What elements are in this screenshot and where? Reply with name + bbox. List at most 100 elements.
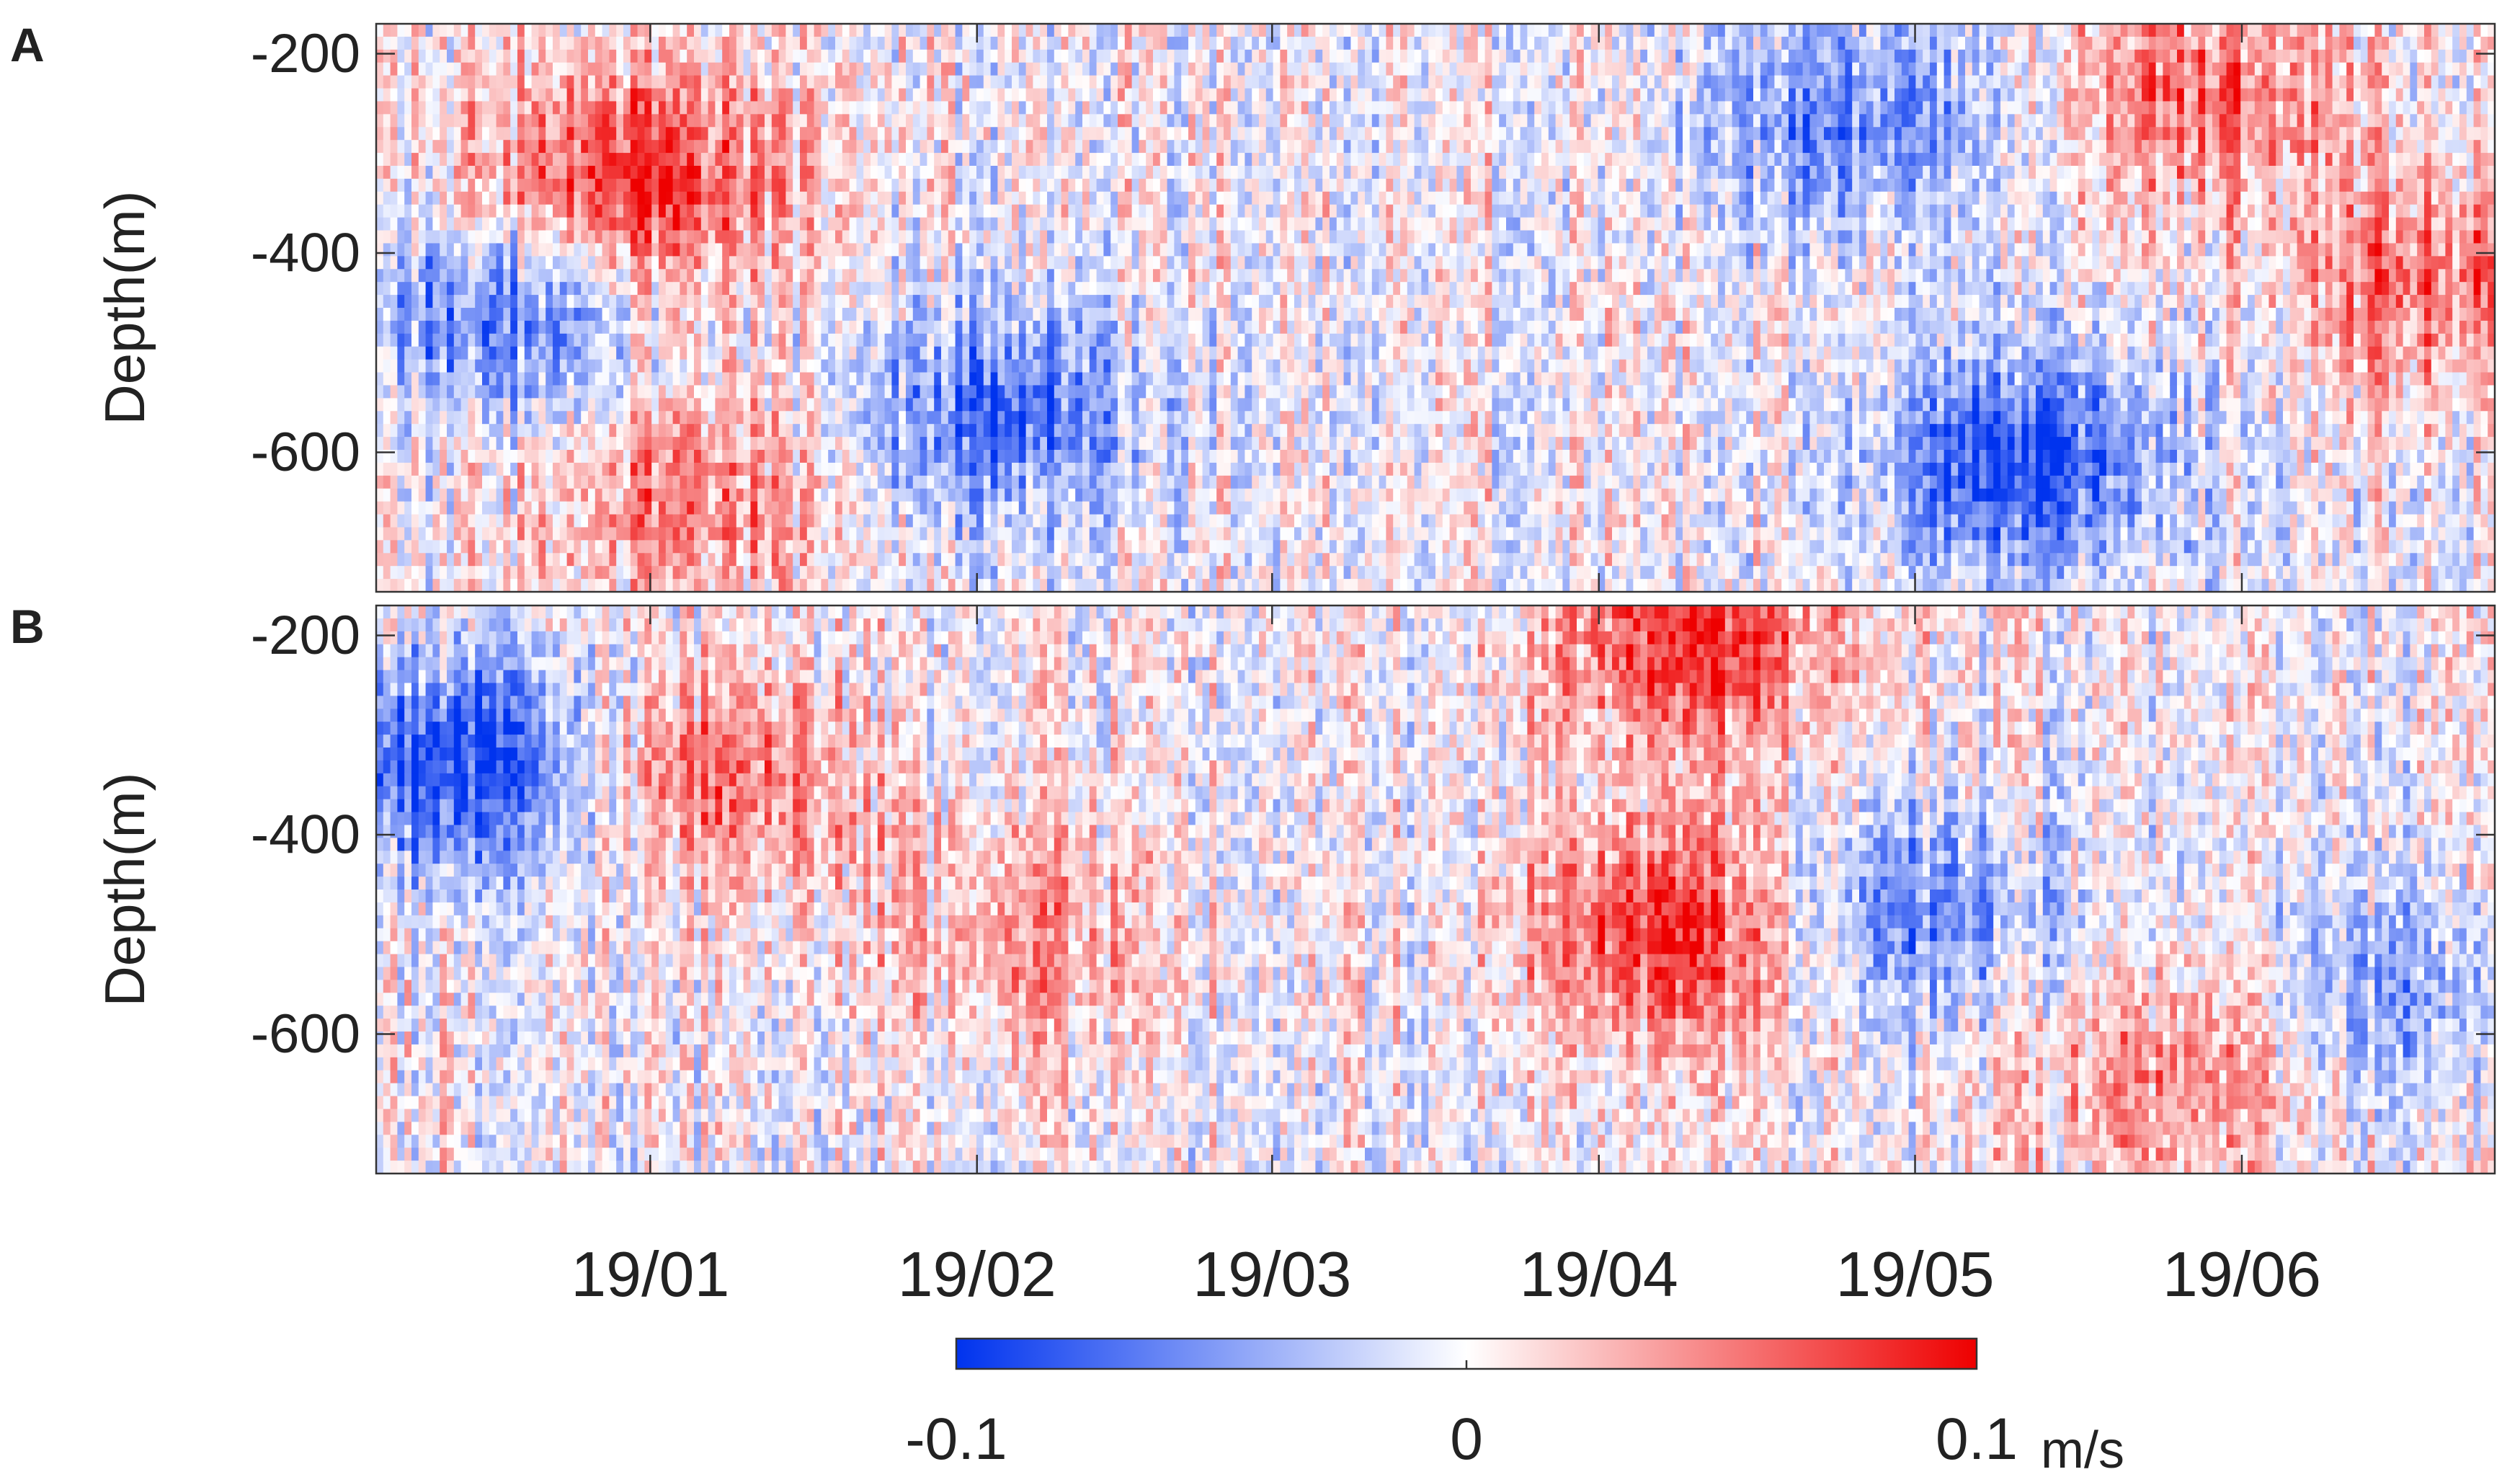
heatmap-cell [877, 230, 886, 244]
heatmap-cell [1146, 385, 1154, 399]
heatmap-cell [672, 49, 680, 63]
heatmap-cell [912, 217, 921, 231]
heatmap-cell [1139, 346, 1147, 360]
heatmap-cell [665, 75, 674, 89]
heatmap-cell [503, 114, 511, 128]
heatmap-cell [821, 204, 829, 218]
heatmap-cell [630, 553, 638, 567]
heatmap-cell [1159, 49, 1168, 63]
heatmap-cell [694, 24, 702, 37]
heatmap-cell [969, 114, 977, 128]
heatmap-cell [976, 462, 984, 476]
heatmap-cell [630, 140, 638, 154]
heatmap-cell [588, 320, 596, 334]
heatmap-cell [800, 256, 808, 270]
heatmap-cell [1061, 566, 1069, 580]
heatmap-cell [1005, 411, 1012, 425]
heatmap-cell [1025, 88, 1033, 102]
heatmap-cell [376, 359, 384, 373]
heatmap-cell [793, 204, 801, 218]
heatmap-cell [460, 359, 468, 373]
heatmap-cell [517, 488, 525, 502]
heatmap-cell [969, 217, 977, 231]
heatmap-cell [475, 514, 483, 528]
heatmap-cell [1047, 88, 1055, 102]
heatmap-cell [983, 527, 992, 541]
heatmap-cell [806, 501, 815, 515]
heatmap-cell [871, 372, 878, 386]
heatmap-cell [489, 217, 497, 231]
heatmap-cell [955, 579, 963, 592]
heatmap-cell [750, 24, 758, 37]
heatmap-cell [665, 320, 674, 334]
heatmap-cell [425, 153, 433, 167]
heatmap-cell [750, 333, 758, 347]
heatmap-cell [680, 282, 687, 296]
heatmap-cell [715, 36, 723, 50]
heatmap-cell [891, 204, 899, 218]
heatmap-cell [680, 140, 687, 154]
heatmap-cell [736, 333, 744, 347]
heatmap-cell [383, 462, 391, 476]
heatmap-cell [856, 75, 864, 89]
heatmap-cell [659, 320, 667, 334]
heatmap-cell [715, 333, 723, 347]
heatmap-cell [1082, 450, 1090, 463]
heatmap-cell [750, 424, 758, 438]
heatmap-cell [1103, 140, 1111, 154]
heatmap-cell [559, 114, 568, 128]
heatmap-cell [1167, 269, 1175, 283]
heatmap-cell [595, 153, 603, 167]
heatmap-cell [566, 101, 574, 115]
heatmap-cell [432, 49, 440, 63]
heatmap-cell [715, 191, 723, 205]
heatmap-cell [1118, 166, 1126, 179]
heatmap-cell [1103, 579, 1111, 592]
heatmap-cell [489, 359, 497, 373]
heatmap-cell [1089, 359, 1098, 373]
heatmap-cell [510, 127, 518, 141]
heatmap-cell [644, 514, 652, 528]
heatmap-cell [496, 243, 504, 257]
heatmap-cell [785, 475, 793, 489]
heatmap-cell [962, 462, 970, 476]
heatmap-cell [1012, 359, 1020, 373]
heatmap-cell [630, 488, 638, 502]
heatmap-cell [588, 540, 596, 554]
heatmap-cell [383, 114, 391, 128]
heatmap-cell [546, 475, 553, 489]
heatmap-cell [1089, 269, 1098, 283]
heatmap-cell [447, 230, 455, 244]
heatmap-cell [806, 540, 815, 554]
heatmap-cell [863, 256, 871, 270]
heatmap-cell [651, 450, 659, 463]
heatmap-cell [990, 204, 998, 218]
heatmap-cell [877, 49, 886, 63]
heatmap-cell [616, 333, 624, 347]
heatmap-cell [941, 359, 949, 373]
heatmap-cell [1018, 269, 1027, 283]
heatmap-cell [630, 450, 638, 463]
heatmap-cell [793, 88, 801, 102]
heatmap-cell [432, 411, 440, 425]
heatmap-cell [460, 346, 468, 360]
heatmap-cell [800, 579, 808, 592]
heatmap-cell [687, 114, 695, 128]
heatmap-cell [948, 333, 956, 347]
heatmap-cell [1153, 346, 1161, 360]
heatmap-cell [1040, 178, 1048, 192]
heatmap-cell [708, 398, 716, 412]
heatmap-cell [715, 204, 723, 218]
heatmap-cell [1005, 372, 1012, 386]
heatmap-cell [1174, 191, 1182, 205]
heatmap-cell [623, 114, 631, 128]
heatmap-cell [1167, 191, 1175, 205]
heatmap-cell [700, 217, 709, 231]
heatmap-cell [962, 346, 970, 360]
heatmap-cell [1153, 514, 1161, 528]
heatmap-cell [785, 114, 793, 128]
heatmap-cell [1047, 475, 1055, 489]
heatmap-cell [997, 359, 1005, 373]
heatmap-cell [722, 62, 730, 76]
heatmap-cell [1124, 372, 1133, 386]
